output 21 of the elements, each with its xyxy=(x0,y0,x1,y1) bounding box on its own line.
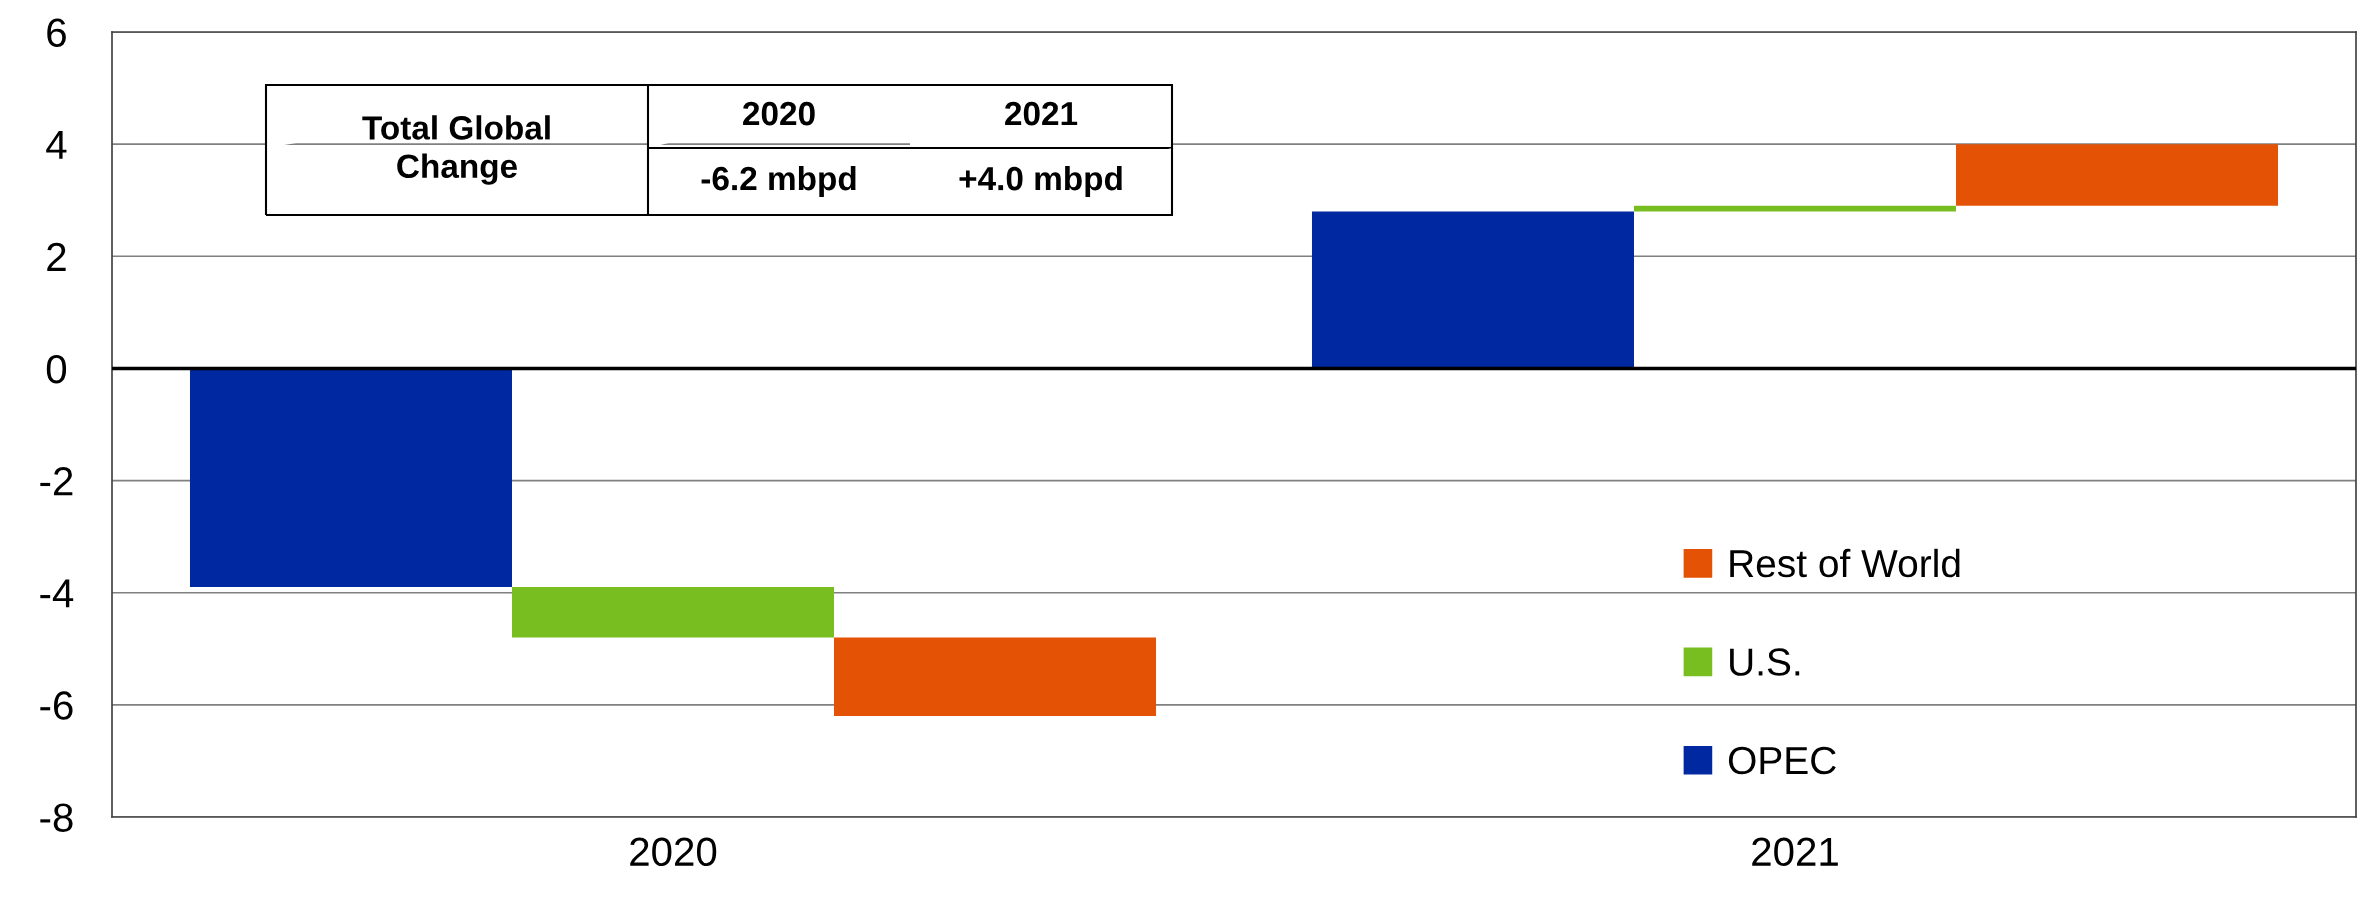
y-tick-label: -6 xyxy=(40,691,73,720)
legend-label: U.S. xyxy=(1730,648,1800,676)
y-tick-label: -2 xyxy=(40,467,73,496)
legend-label: Rest of World xyxy=(1730,548,1960,578)
bar xyxy=(189,368,512,588)
y-tick-label: 6 xyxy=(47,18,66,47)
y-tick-label: -4 xyxy=(40,579,74,608)
legend-label: OPEC xyxy=(1728,746,1836,775)
y-tick-label: 4 xyxy=(46,131,67,159)
annotation: -6.2 mbpd xyxy=(701,165,856,198)
y-tick-label: -8 xyxy=(40,803,73,832)
bar xyxy=(1311,211,1634,369)
bar xyxy=(834,637,1157,717)
y-tick-label: 0 xyxy=(46,354,67,384)
bar xyxy=(511,587,835,638)
bar xyxy=(1956,144,2279,206)
y-tick-label: 2 xyxy=(47,242,66,271)
annotation: 2021 xyxy=(1005,101,1078,126)
annotation: Total Global Change xyxy=(362,115,550,185)
annotation: 2020 xyxy=(743,101,815,126)
annotation: +4.0 mbpd xyxy=(959,165,1122,198)
